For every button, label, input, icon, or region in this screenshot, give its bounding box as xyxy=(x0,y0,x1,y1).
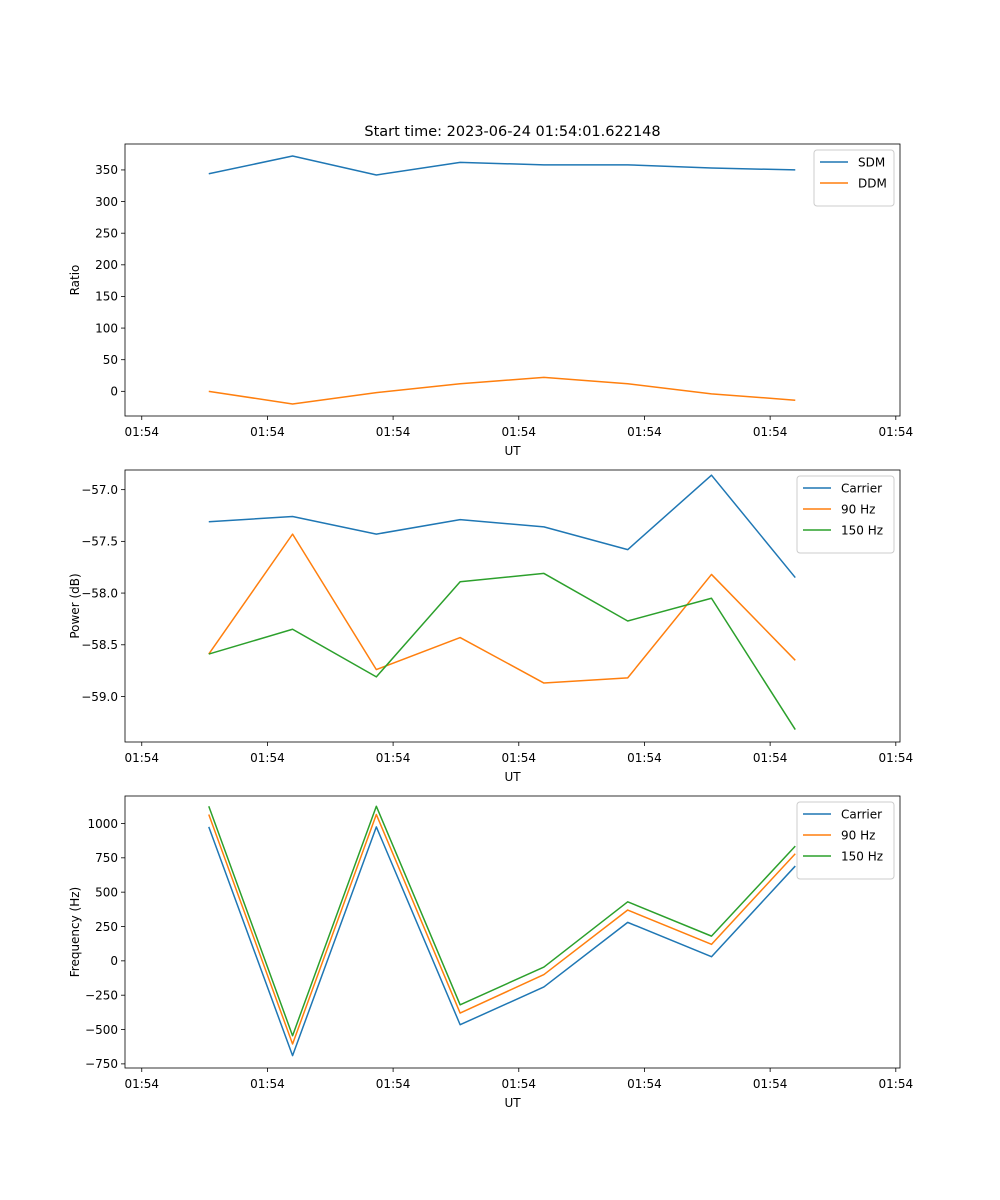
series-line-90-hz xyxy=(208,813,796,1045)
x-tick-label: 01:54 xyxy=(753,751,788,765)
y-tick-label: 250 xyxy=(95,920,118,934)
x-tick-label: 01:54 xyxy=(501,751,536,765)
y-tick-label: −750 xyxy=(85,1057,118,1071)
series-line-90-hz xyxy=(208,533,796,684)
legend: Carrier 90 Hz 150 Hz xyxy=(796,801,895,880)
x-tick-label: 01:54 xyxy=(627,425,662,439)
x-tick-label: 01:54 xyxy=(879,1077,914,1091)
y-tick-label: −250 xyxy=(85,988,118,1002)
x-tick-label: 01:54 xyxy=(250,751,285,765)
legend-label: 90 Hz xyxy=(841,502,875,516)
legend-label: 90 Hz xyxy=(841,828,875,842)
y-tick-label: −57.5 xyxy=(81,535,118,549)
y-tick-label: 1000 xyxy=(87,817,118,831)
y-axis-label: Ratio xyxy=(68,265,82,296)
figure-title: Start time: 2023-06-24 01:54:01.622148 xyxy=(364,124,660,140)
axes-1: 01:54 01:54 01:54 01:54 01:54 01:54 01:54 0 50 10… xyxy=(68,143,914,458)
series-line-sdm xyxy=(208,155,796,176)
series-line-150-hz xyxy=(208,805,796,1037)
y-tick-label: 0 xyxy=(110,954,118,968)
y-tick-label: −57.0 xyxy=(81,483,118,497)
axes-frame xyxy=(124,143,901,417)
y-tick-label: 150 xyxy=(95,290,118,304)
y-axis-label: Power (dB) xyxy=(68,573,82,638)
x-tick-label: 01:54 xyxy=(501,1077,536,1091)
y-axis-label: Frequency (Hz) xyxy=(68,887,82,978)
x-tick-label: 01:54 xyxy=(250,425,285,439)
legend-label: DDM xyxy=(858,176,887,190)
axes-root: 01:54 01:54 01:54 01:54 01:54 01:54 01:54 0 50 10… xyxy=(68,143,914,1110)
y-tick-label: 500 xyxy=(95,885,118,899)
y-tick-label: 200 xyxy=(95,258,118,272)
y-tick-label: −500 xyxy=(85,1023,118,1037)
legend: SDM DDM xyxy=(813,149,895,207)
x-tick-label: 01:54 xyxy=(250,1077,285,1091)
legend-box xyxy=(796,475,895,554)
x-axis-label: UT xyxy=(504,770,521,784)
x-tick-label: 01:54 xyxy=(879,425,914,439)
axes-2: 01:54 01:54 01:54 01:54 01:54 01:54 01:54 −59.0… xyxy=(68,469,914,784)
legend-label: SDM xyxy=(858,155,885,169)
legend-label: Carrier xyxy=(841,807,882,821)
legend-label: 150 Hz xyxy=(841,849,883,863)
y-tick-label: 300 xyxy=(95,195,118,209)
x-tick-label: 01:54 xyxy=(627,751,662,765)
legend-label: 150 Hz xyxy=(841,523,883,537)
x-tick-label: 01:54 xyxy=(376,425,411,439)
x-tick-label: 01:54 xyxy=(376,1077,411,1091)
series-line-150-hz xyxy=(208,572,796,730)
axes-frame xyxy=(124,469,901,743)
x-tick-label: 01:54 xyxy=(753,1077,788,1091)
x-axis-label: UT xyxy=(504,444,521,458)
y-tick-label: −59.0 xyxy=(81,690,118,704)
y-tick-label: −58.0 xyxy=(81,586,118,600)
x-tick-label: 01:54 xyxy=(376,751,411,765)
axes-frame xyxy=(124,795,901,1069)
x-tick-label: 01:54 xyxy=(124,751,159,765)
y-tick-label: 100 xyxy=(95,321,118,335)
legend-box xyxy=(796,801,895,880)
y-tick-label: −58.5 xyxy=(81,638,118,652)
series-line-ddm xyxy=(208,376,796,405)
legend: Carrier 90 Hz 150 Hz xyxy=(796,475,895,554)
x-tick-label: 01:54 xyxy=(627,1077,662,1091)
x-tick-label: 01:54 xyxy=(753,425,788,439)
legend-label: Carrier xyxy=(841,481,882,495)
x-tick-label: 01:54 xyxy=(124,1077,159,1091)
y-tick-label: 0 xyxy=(110,385,118,399)
series-line-carrier xyxy=(208,826,796,1057)
y-tick-label: 750 xyxy=(95,851,118,865)
x-axis-label: UT xyxy=(504,1096,521,1110)
x-tick-label: 01:54 xyxy=(879,751,914,765)
x-tick-label: 01:54 xyxy=(124,425,159,439)
x-tick-label: 01:54 xyxy=(501,425,536,439)
series-line-carrier xyxy=(208,474,796,579)
legend-box xyxy=(813,149,895,207)
y-tick-label: 50 xyxy=(103,353,118,367)
y-tick-label: 250 xyxy=(95,226,118,240)
y-tick-label: 350 xyxy=(95,163,118,177)
axes-3: 01:54 01:54 01:54 01:54 01:54 01:54 01:54 −750 −… xyxy=(68,795,914,1110)
